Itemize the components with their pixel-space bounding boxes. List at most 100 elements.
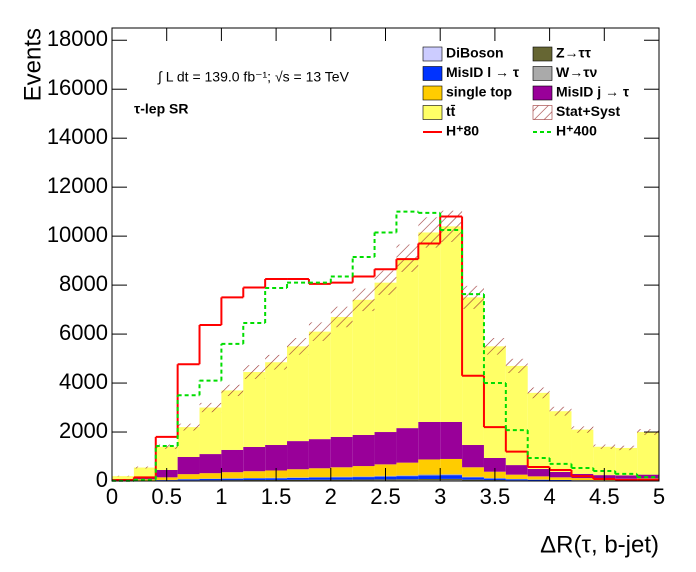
legend-label: Stat+Syst xyxy=(556,103,621,119)
bar-segment xyxy=(396,476,419,480)
bar-segment xyxy=(374,432,397,465)
y-tick-label: 12000 xyxy=(47,173,108,198)
uncertainty-band xyxy=(221,384,244,397)
uncertainty-band xyxy=(483,337,506,355)
uncertainty-band xyxy=(418,217,441,248)
legend-label: H⁺80 xyxy=(446,123,479,139)
bar-segment xyxy=(330,476,353,478)
uncertainty-band xyxy=(593,444,616,449)
legend-swatch xyxy=(422,66,443,81)
legend-label: single top xyxy=(446,84,512,100)
bar-segment xyxy=(243,480,266,481)
bar-segment xyxy=(396,258,419,429)
bar-segment xyxy=(243,372,266,447)
bar-segment xyxy=(330,477,353,480)
y-tick-label: 16000 xyxy=(47,75,108,100)
legend-label: tt̄ xyxy=(446,103,456,119)
bar-segment xyxy=(308,479,331,481)
bar-segment xyxy=(527,469,550,477)
bar-segment xyxy=(221,390,244,450)
bar-segment xyxy=(396,428,419,463)
uncertainty-band xyxy=(133,466,156,469)
uncertainty-band xyxy=(352,288,375,312)
y-tick-label: 0 xyxy=(96,467,108,492)
bar-segment xyxy=(177,474,200,480)
uncertainty-band xyxy=(330,306,353,328)
legend-label: H⁺400 xyxy=(556,123,597,139)
bar-segment xyxy=(287,469,309,478)
bar-segment xyxy=(287,346,309,442)
bar-segment xyxy=(308,477,331,480)
bar-segment xyxy=(199,478,222,481)
bar-segment xyxy=(462,476,484,478)
bar-segment xyxy=(549,480,572,481)
y-tick-label: 10000 xyxy=(47,222,108,247)
x-tick-label: 0.5 xyxy=(151,484,182,509)
bar-segment xyxy=(396,479,419,481)
bar-segment xyxy=(527,479,550,481)
x-tick-label: 5 xyxy=(653,484,665,509)
uncertainty-band xyxy=(112,475,134,477)
uncertainty-band xyxy=(462,285,484,309)
legend-label: W→τν xyxy=(556,64,597,80)
y-tick-label: 4000 xyxy=(59,369,108,394)
bar-segment xyxy=(265,445,288,471)
bar-segment xyxy=(440,474,463,476)
y-tick-label: 8000 xyxy=(59,271,108,296)
bar-segment xyxy=(352,476,375,478)
x-tick-label: 3 xyxy=(434,484,446,509)
bar-segment xyxy=(352,477,375,480)
bar-segment xyxy=(418,421,441,460)
uncertainty-band xyxy=(177,423,200,431)
x-tick-label: 2.5 xyxy=(370,484,401,509)
bar-segment xyxy=(440,226,463,422)
x-tick-label: 4.5 xyxy=(589,484,620,509)
uncertainty-band xyxy=(440,210,463,243)
bar-segment xyxy=(308,331,331,440)
bar-segment xyxy=(287,479,309,481)
bar-segment xyxy=(112,476,134,480)
bar-segment xyxy=(396,475,419,477)
bar-segment xyxy=(330,436,353,468)
uncertainty-band xyxy=(615,445,638,451)
y-tick-label: 14000 xyxy=(47,124,108,149)
legend-label: MisID l → τ xyxy=(446,64,520,80)
annotation: ∫ L dt = 139.0 fb⁻¹; √s = 13 TeV xyxy=(157,69,350,85)
bar-segment xyxy=(505,479,528,481)
bar-segment xyxy=(199,454,222,474)
y-tick-label: 18000 xyxy=(47,26,108,51)
legend-swatch xyxy=(532,105,553,120)
bar-segment xyxy=(374,282,397,433)
uncertainty-band xyxy=(571,426,594,433)
bar-segment xyxy=(221,449,244,473)
uncertainty-band xyxy=(374,270,397,295)
bar-segment xyxy=(330,316,353,437)
bar-segment xyxy=(177,479,200,481)
uncertainty-band xyxy=(265,354,288,370)
legend-label: DiBoson xyxy=(446,45,504,61)
bar-segment xyxy=(593,446,616,476)
uncertainty-band xyxy=(243,365,266,379)
legend: DiBoson Z→ττ MisID l → τ W→τν single top MisI… xyxy=(422,45,630,139)
bar-segment xyxy=(440,458,463,475)
uncertainty-band xyxy=(505,358,528,374)
legend-label: Z→ττ xyxy=(556,45,592,61)
annotation: τ-lep SR xyxy=(134,101,188,117)
uncertainty-band xyxy=(308,322,331,341)
bar-segment xyxy=(505,365,528,466)
bar-segment xyxy=(243,478,266,481)
bar-segment xyxy=(549,471,572,478)
y-axis-title: Events xyxy=(19,28,46,101)
bar-segment xyxy=(549,477,572,480)
bar-segment xyxy=(287,441,309,470)
bar-segment xyxy=(462,467,484,477)
legend-swatch xyxy=(532,66,553,81)
y-tick-label: 6000 xyxy=(59,320,108,345)
bar-segment xyxy=(637,432,659,475)
bar-segment xyxy=(418,474,441,476)
legend-swatch xyxy=(532,46,553,62)
bar-segment xyxy=(527,476,550,480)
bar-segment xyxy=(418,475,441,479)
bar-segment xyxy=(155,446,178,470)
